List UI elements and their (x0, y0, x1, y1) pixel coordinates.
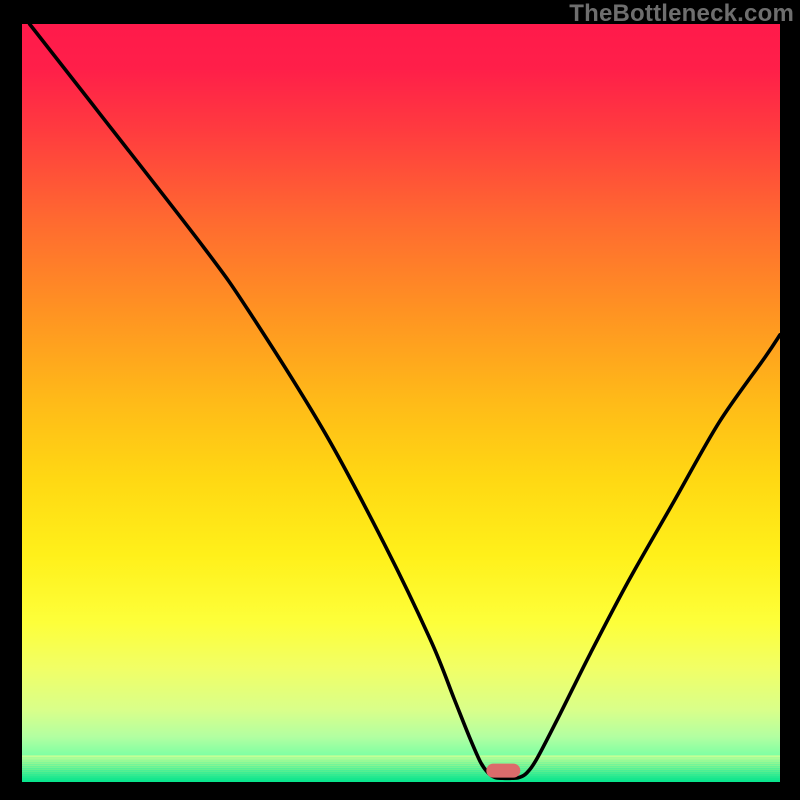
chart-frame: TheBottleneck.com (0, 0, 800, 800)
optimal-marker (486, 764, 520, 778)
plot-area (22, 24, 780, 782)
plot-svg (22, 24, 780, 782)
source-watermark: TheBottleneck.com (569, 0, 794, 28)
gradient-background (22, 24, 780, 782)
